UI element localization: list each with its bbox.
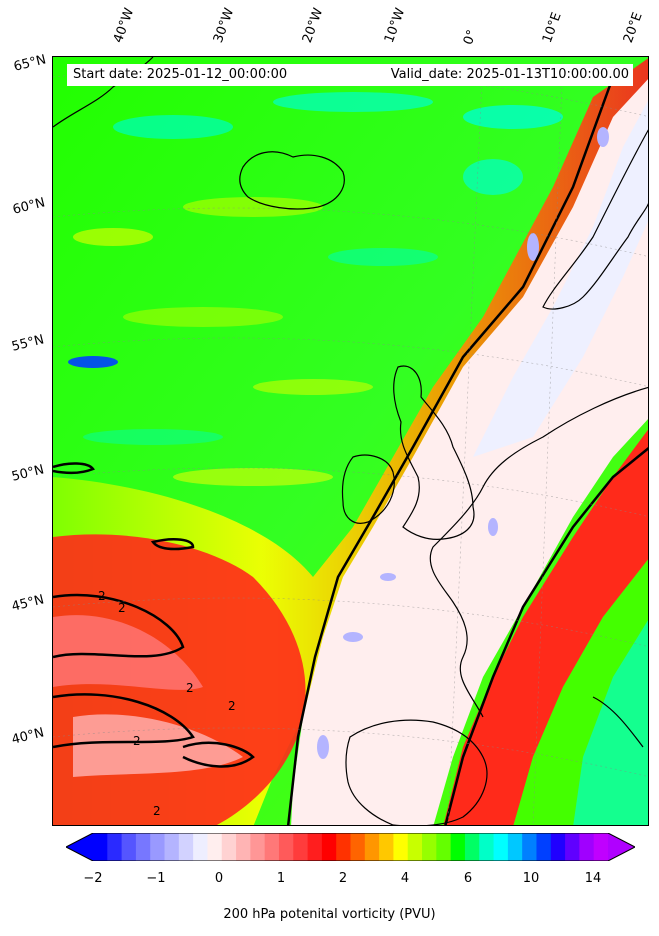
- lat-label-65n: 65°N: [12, 52, 48, 75]
- ireland-coast: [341, 454, 395, 524]
- colorbar-swatch: [436, 833, 452, 861]
- contour-label: 2: [98, 589, 106, 603]
- colorbar-tick-label: 4: [400, 871, 410, 886]
- lon-label-10e: 10°E: [539, 10, 565, 46]
- colorbar-tick-label: −2: [83, 871, 103, 886]
- pv-field-map: 2 2 2 2 2 2: [53, 57, 648, 825]
- contour-label: 2: [186, 681, 194, 695]
- colorbar-swatch: [479, 833, 495, 861]
- colorbar-swatch: [193, 833, 208, 861]
- colorbar-extend-low: [66, 833, 93, 861]
- pv-blue-speckles: [317, 127, 609, 759]
- colorbar-swatch: [293, 833, 309, 861]
- contour-label: 2: [153, 804, 161, 818]
- colorbar-tick-label: −1: [146, 871, 166, 886]
- lat-label-50n: 50°N: [10, 462, 46, 485]
- colorbar-swatch: [407, 833, 423, 861]
- colorbar-swatch: [150, 833, 166, 861]
- colorbar-swatch: [207, 833, 223, 861]
- graticule: [53, 57, 648, 825]
- map-panel: 2 2 2 2 2 2: [52, 56, 649, 826]
- lon-label-0: 0°: [460, 27, 481, 47]
- colorbar-swatch: [250, 833, 266, 861]
- colorbar-label: 200 hPa potenital vorticity (PVU): [223, 907, 436, 922]
- colorbar-swatch: [236, 833, 251, 861]
- colorbar-swatch: [321, 833, 337, 861]
- britain-coast: [393, 365, 475, 540]
- colorbar-tick-label: 6: [463, 871, 473, 886]
- colorbar-swatch: [579, 833, 595, 861]
- colorbar-tick-label: 10: [522, 871, 540, 886]
- colorbar-swatch: [464, 833, 480, 861]
- colorbar-swatch: [450, 833, 466, 861]
- contour-label: 2: [133, 734, 141, 748]
- lat-label-45n: 45°N: [10, 592, 46, 615]
- colorbar-swatch: [364, 833, 380, 861]
- colorbar-swatch: [507, 833, 523, 861]
- colorbar-swatch: [422, 833, 437, 861]
- start-date-text: Start date: 2025-01-12_00:00:00: [73, 67, 288, 82]
- lon-label-20w: 20°W: [299, 6, 327, 45]
- colorbar-swatch: [350, 833, 366, 861]
- lat-label-40n: 40°N: [10, 725, 46, 748]
- colorbar-swatch: [135, 833, 151, 861]
- pv-high-ridge-east: [443, 429, 648, 825]
- colorbar-swatch: [264, 833, 280, 861]
- lat-label-60n: 60°N: [11, 195, 47, 218]
- colorbar-swatch: [565, 833, 580, 861]
- colorbar-swatch: [336, 833, 351, 861]
- colorbar-tick-label: 1: [276, 871, 286, 886]
- colorbar-tick-label: 14: [584, 871, 602, 886]
- norway-coast: [542, 129, 648, 310]
- colorbar-tick-label: 0: [214, 871, 224, 886]
- valid-date-text: Valid_date: 2025-01-13T10:00:00.00: [390, 67, 629, 82]
- colorbar-tick-label: 2: [338, 871, 348, 886]
- lon-label-10w: 10°W: [381, 6, 409, 45]
- colorbar-swatch: [93, 833, 108, 861]
- colorbar: [66, 833, 635, 861]
- lon-label-20e: 20°E: [620, 10, 646, 46]
- colorbar-swatch: [178, 833, 194, 861]
- colorbar-swatch: [121, 833, 137, 861]
- pv-2-contours: [53, 76, 648, 825]
- iceland-coast: [239, 151, 345, 210]
- colorbar-swatch: [164, 833, 180, 861]
- colorbar-swatch: [493, 833, 509, 861]
- colorbar-extend-high: [608, 833, 635, 861]
- lat-label-55n: 55°N: [10, 332, 46, 355]
- contour-label: 2: [228, 699, 236, 713]
- colorbar-swatch: [536, 833, 552, 861]
- iberia-coast: [345, 719, 488, 825]
- pv-low-ribbon: [291, 79, 648, 825]
- colorbar-swatch: [107, 833, 123, 861]
- contour-label: 2: [118, 601, 126, 615]
- lon-label-40w: 40°W: [110, 6, 138, 45]
- colorbar-swatch: [278, 833, 294, 861]
- colorbar-swatch: [550, 833, 566, 861]
- colorbar-swatch: [379, 833, 394, 861]
- date-header: Start date: 2025-01-12_00:00:00 Valid_da…: [67, 64, 633, 86]
- colorbar-swatch: [393, 833, 409, 861]
- colorbar-swatch: [522, 833, 537, 861]
- colorbar-swatch: [307, 833, 323, 861]
- colorbar-swatch: [593, 833, 609, 861]
- colorbar-swatch: [221, 833, 237, 861]
- europe-coast: [429, 386, 648, 718]
- lon-label-30w: 30°W: [210, 6, 238, 45]
